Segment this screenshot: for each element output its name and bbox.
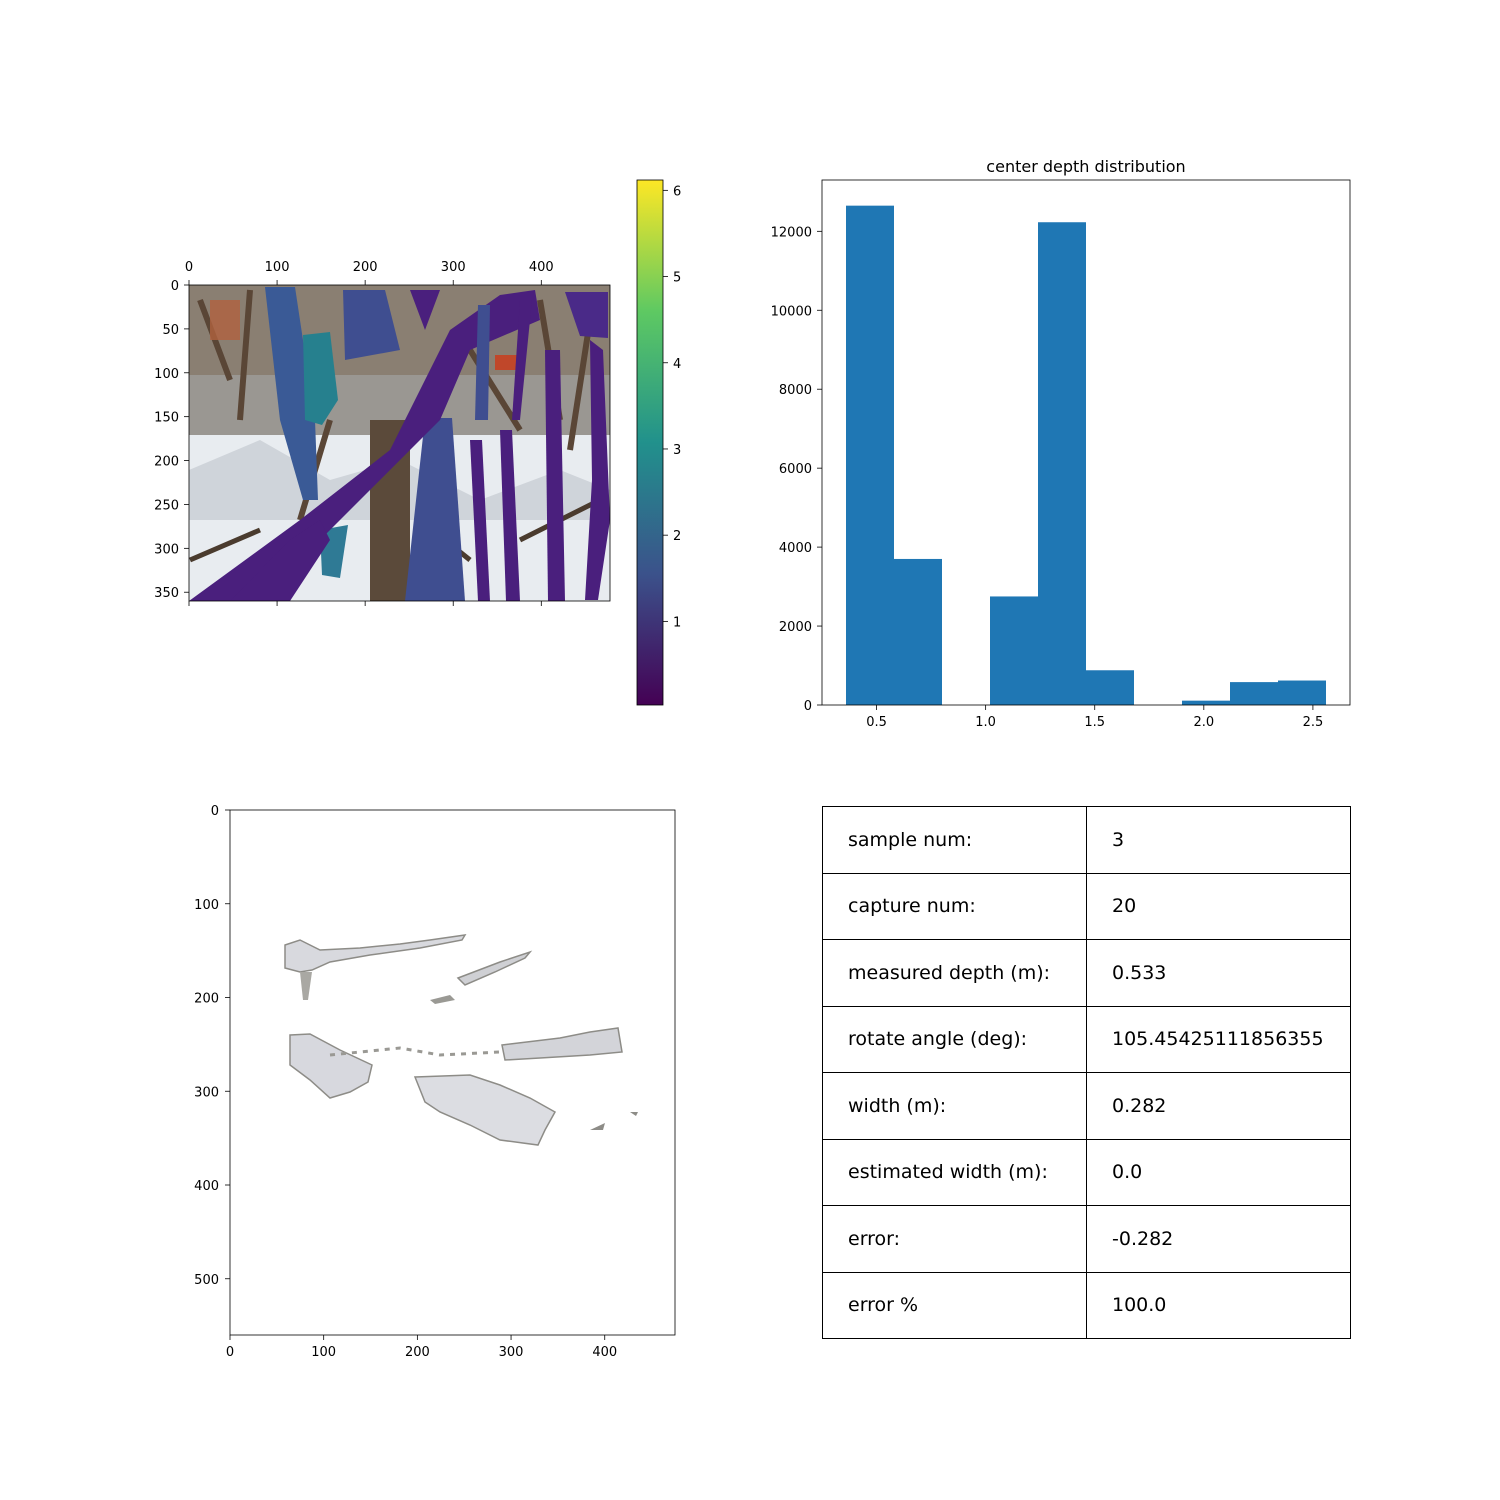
histogram-y-tick-label: 2000: [779, 620, 812, 635]
colorbar-tick-label: 6: [673, 184, 681, 199]
overlay-x-tick-label: 300: [441, 260, 466, 275]
colorbar-axis: 1 2 3 4 5 6: [663, 184, 681, 630]
info-label: capture num:: [822, 872, 1087, 940]
point-cloud-y-tick-label: 200: [194, 992, 219, 1007]
histogram-y-axis: 0 2000 4000 6000 8000 10000 12000: [771, 225, 822, 714]
overlay-y-tick-label: 350: [154, 586, 179, 601]
point-cloud-y-tick-label: 300: [194, 1085, 219, 1100]
overlay-y-tick-label: 200: [154, 455, 179, 470]
info-value: 0.533: [1086, 939, 1351, 1007]
info-value: -0.282: [1086, 1205, 1351, 1273]
colorbar-tick-label: 4: [673, 357, 681, 372]
histogram-bar: [846, 205, 894, 705]
point-cloud-x-tick-label: 0: [226, 1345, 234, 1360]
info-value: 0.282: [1086, 1072, 1351, 1140]
info-value: 105.45425111856355: [1086, 1005, 1351, 1073]
point-cloud-y-tick-label: 100: [194, 898, 219, 913]
info-label: error:: [822, 1205, 1087, 1273]
info-value: 100.0: [1086, 1271, 1351, 1339]
colorbar-tick-label: 2: [673, 529, 681, 544]
point-cloud-image: [284, 934, 638, 1146]
depth-histogram: center depth distribution 0.5 1.0 1.5 2.0 2.…: [771, 157, 1351, 730]
point-cloud-x-tick-label: 100: [311, 1345, 336, 1360]
histogram-x-tick-label: 2.0: [1193, 715, 1214, 730]
info-row: sample num: 3: [822, 806, 1351, 874]
overlay-x-tick-label: 200: [353, 260, 378, 275]
point-cloud-x-tick-label: 200: [405, 1345, 430, 1360]
colorbar-tick-label: 5: [673, 271, 681, 286]
histogram-y-tick-label: 8000: [779, 383, 812, 398]
histogram-x-tick-label: 2.5: [1303, 715, 1324, 730]
histogram-bar: [1230, 682, 1278, 705]
overlay-x-tick-label: 0: [185, 260, 193, 275]
overlay-y-tick-label: 300: [154, 542, 179, 557]
histogram-y-tick-label: 12000: [771, 225, 812, 240]
overlay-x-tick-label: 100: [265, 260, 290, 275]
histogram-y-tick-label: 6000: [779, 462, 812, 477]
histogram-y-tick-label: 4000: [779, 541, 812, 556]
histogram-frame: [821, 179, 1351, 706]
info-row: rotate angle (deg): 105.45425111856355: [822, 1005, 1351, 1073]
histogram-x-tick-label: 1.0: [975, 715, 996, 730]
colorbar-tick-label: 3: [673, 443, 681, 458]
info-row: measured depth (m): 0.533: [822, 939, 1351, 1007]
point-cloud-y-tick-label: 500: [194, 1273, 219, 1288]
overlay-y-tick-label: 50: [162, 323, 179, 338]
depth-overlay-image: [189, 285, 610, 601]
info-value: 0.0: [1086, 1138, 1351, 1206]
histogram-bar: [894, 558, 942, 705]
colorbar-frame: [636, 179, 664, 706]
histogram-bar: [1038, 222, 1086, 705]
histogram-x-tick-label: 0.5: [866, 715, 887, 730]
overlay-y-tick-label: 150: [154, 411, 179, 426]
info-label: rotate angle (deg):: [822, 1005, 1087, 1073]
colorbar: [637, 180, 663, 705]
histogram-bar: [990, 596, 1038, 705]
overlay-y-axis: 0 50 100 150 200 250 300 350: [154, 279, 189, 601]
info-value: 20: [1086, 872, 1351, 940]
info-label: sample num:: [822, 806, 1087, 874]
info-row: error: -0.282: [822, 1205, 1351, 1273]
overlay-y-tick-label: 100: [154, 367, 179, 382]
histogram-x-tick-label: 1.5: [1084, 715, 1105, 730]
info-row: capture num: 20: [822, 872, 1351, 940]
info-row: error % 100.0: [822, 1271, 1351, 1339]
info-value: 3: [1086, 806, 1351, 874]
histogram-bar: [1182, 700, 1230, 705]
point-cloud-y-axis: 0 100 200 300 400 500: [194, 804, 230, 1288]
info-row: estimated width (m): 0.0: [822, 1138, 1351, 1206]
histogram-y-tick-label: 0: [804, 699, 812, 714]
info-label: estimated width (m):: [822, 1138, 1087, 1206]
colorbar-tick-label: 1: [673, 615, 681, 630]
depth-overlay-panel: 0 100 200 300 400 0 50 100 150 200 250 300 350 1 2 3 4…: [154, 179, 681, 706]
depth-overlay-frame: [188, 284, 611, 602]
point-cloud-panel: 0 100 200 300 400 0 100 200 300 400 500: [194, 804, 676, 1360]
point-cloud-y-tick-label: 0: [211, 804, 219, 819]
overlay-x-axis: 0 100 200 300 400: [185, 260, 554, 606]
info-table: sample num: 3 capture num: 20 measured depth…: [822, 806, 1351, 1339]
point-cloud-y-tick-label: 400: [194, 1179, 219, 1194]
overlay-y-tick-label: 250: [154, 498, 179, 513]
info-label: error %: [822, 1271, 1087, 1339]
point-cloud-frame: [229, 809, 676, 1336]
histogram-bar: [1278, 680, 1326, 705]
overlay-x-tick-label: 400: [529, 260, 554, 275]
info-row: width (m): 0.282: [822, 1072, 1351, 1140]
overlay-y-tick-label: 0: [171, 279, 179, 294]
point-cloud-x-tick-label: 400: [592, 1345, 617, 1360]
histogram-title: center depth distribution: [986, 157, 1185, 176]
histogram-bar: [1086, 670, 1134, 705]
histogram-y-tick-label: 10000: [771, 304, 812, 319]
point-cloud-x-tick-label: 300: [499, 1345, 524, 1360]
info-label: measured depth (m):: [822, 939, 1087, 1007]
histogram-bars: [846, 205, 1326, 705]
point-cloud-x-axis: 0 100 200 300 400: [226, 1335, 617, 1360]
info-label: width (m):: [822, 1072, 1087, 1140]
histogram-x-axis: 0.5 1.0 1.5 2.0 2.5: [866, 705, 1323, 730]
